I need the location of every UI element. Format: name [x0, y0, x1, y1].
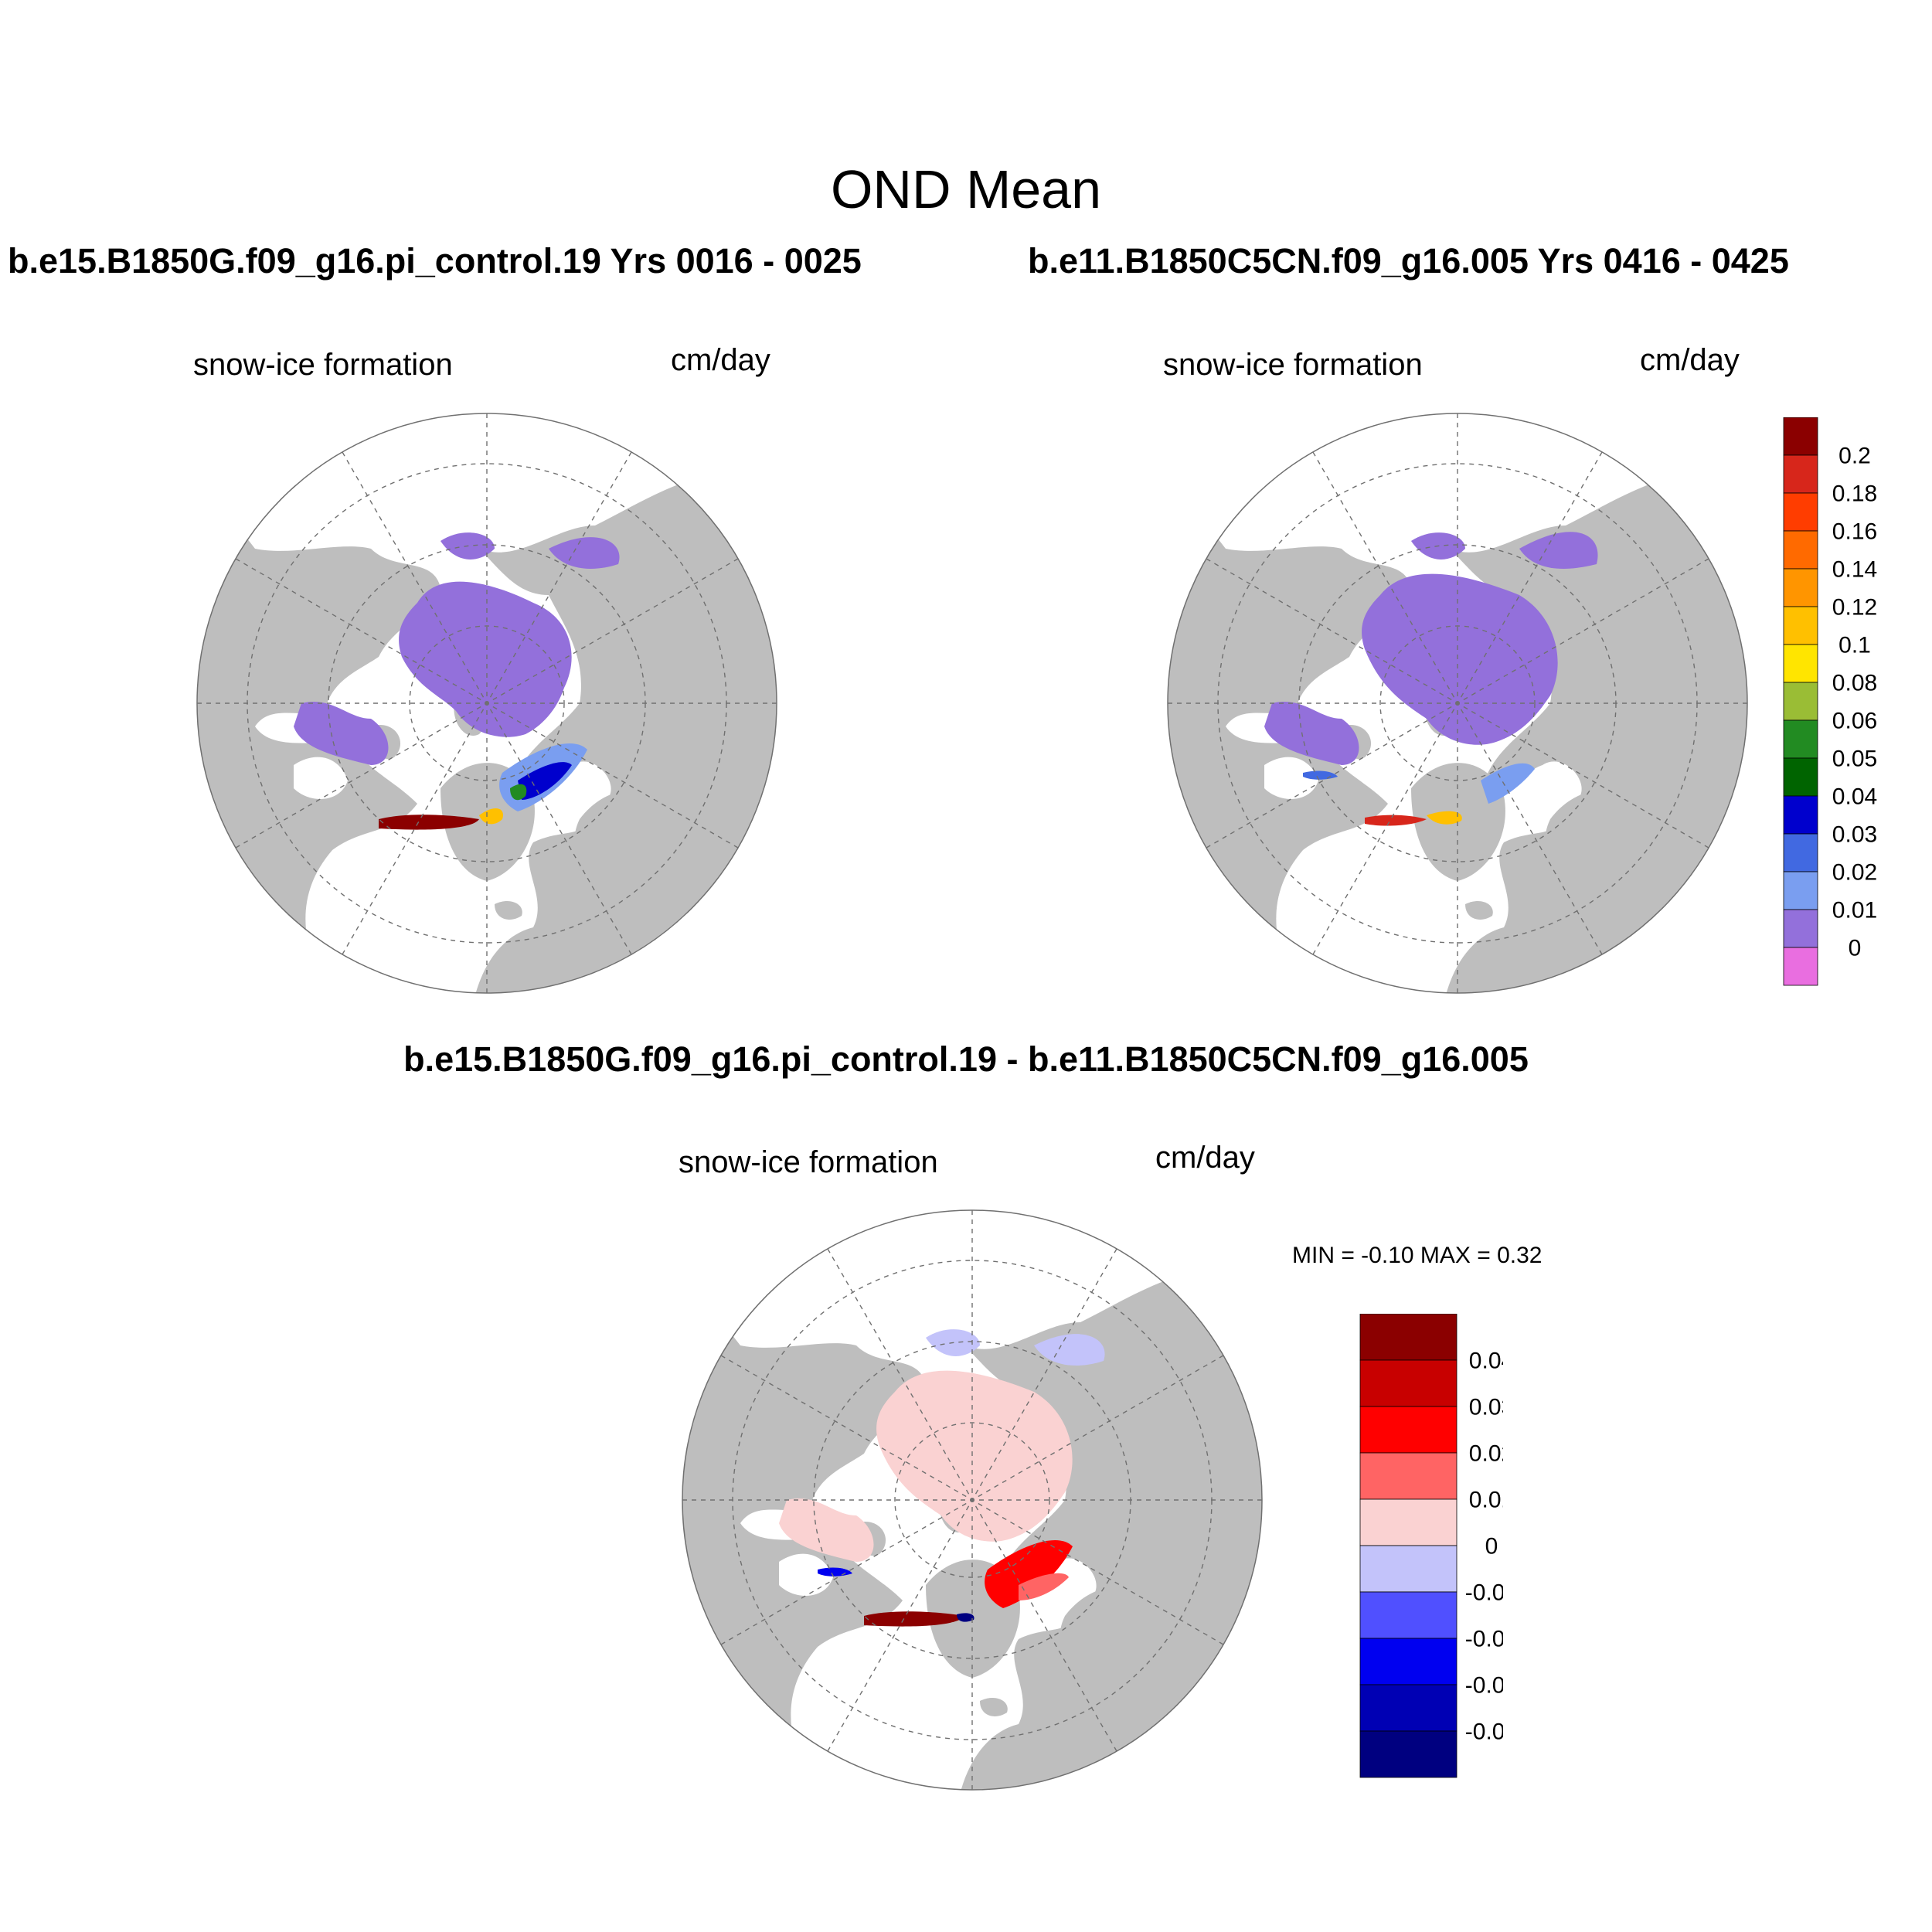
left-units-label: cm/day	[671, 343, 770, 377]
top-colorbar-tick-label: 0.16	[1832, 519, 1877, 545]
difference-panel-title: b.e15.B1850G.f09_g16.pi_control.19 - b.e…	[403, 1039, 1529, 1079]
left-variable-label: snow-ice formation	[193, 348, 453, 382]
right-ice-max	[1365, 815, 1427, 826]
diff-colorbar-swatch	[1359, 1730, 1458, 1778]
top-colorbar-tick-label: 0	[1849, 936, 1862, 961]
diff-field-atlantic-light	[1019, 1573, 1069, 1600]
diff-field-negative-okhotsk	[1034, 1334, 1105, 1366]
top-colorbar-swatch	[1783, 417, 1818, 456]
diff-colorbar-tick-label: 0.03	[1469, 1395, 1503, 1420]
right-ice-field	[1362, 573, 1558, 745]
top-colorbar: 0.2 0.18 0.16 0.14 0.12 0.1 0.08 0.06 0.05 0.04 0.…	[1783, 417, 1877, 986]
right-panel-title: b.e11.B1850C5CN.f09_g16.005 Yrs 0416 - 0…	[1028, 241, 1789, 281]
top-colorbar-tick-label: 0.14	[1832, 557, 1877, 583]
top-colorbar-tick-label: 0.05	[1832, 747, 1877, 772]
top-colorbar-tick-label: 0.1	[1838, 633, 1871, 658]
right-ice-field-baffin	[1264, 701, 1359, 765]
top-colorbar-tick-label: 0.06	[1832, 709, 1877, 734]
diff-colorbar-tick-label: 0.01	[1469, 1488, 1503, 1513]
left-ice-denmark-strait	[479, 808, 503, 825]
diff-colorbar-tick-label: -0.02	[1465, 1627, 1503, 1652]
top-colorbar-swatch	[1783, 644, 1818, 683]
diff-colorbar-swatch	[1359, 1452, 1458, 1500]
right-ice-atlantic	[1481, 763, 1535, 804]
top-colorbar-tick-label: 0.02	[1832, 860, 1877, 886]
diff-variable-label: snow-ice formation	[679, 1145, 938, 1179]
right-variable-label: snow-ice formation	[1163, 348, 1423, 382]
diff-units-label: cm/day	[1155, 1141, 1255, 1175]
diff-colorbar-swatch	[1359, 1498, 1458, 1546]
top-colorbar-tick-label: 0.03	[1832, 822, 1877, 848]
diff-colorbar-tick-label: 0.04	[1469, 1349, 1503, 1374]
top-colorbar-swatch	[1783, 947, 1818, 986]
diff-field-positive	[876, 1370, 1073, 1542]
main-title: OND Mean	[830, 159, 1102, 219]
difference-colorbar: 0.04 0.03 0.02 0.01 0 -0.01 -0.02 -0.03 -0.04	[1359, 1314, 1503, 1778]
top-colorbar-swatch	[1783, 530, 1818, 570]
top-colorbar-tick-label: 0.18	[1832, 481, 1877, 507]
top-colorbar-swatch	[1783, 682, 1818, 721]
top-colorbar-swatch	[1783, 909, 1818, 948]
top-colorbar-swatch	[1783, 871, 1818, 910]
top-colorbar-swatch	[1783, 606, 1818, 645]
top-colorbar-tick-label: 0.08	[1832, 671, 1877, 696]
top-colorbar-tick-label: 0.2	[1838, 444, 1871, 469]
diff-colorbar-swatch	[1359, 1545, 1458, 1593]
diff-colorbar-tick-label: -0.04	[1465, 1719, 1503, 1745]
top-colorbar-tick-label: 0.04	[1832, 784, 1877, 810]
diff-colorbar-swatch	[1359, 1591, 1458, 1639]
top-colorbar-tick-label: 0.01	[1832, 898, 1877, 923]
diff-colorbar-swatch	[1359, 1406, 1458, 1454]
left-polar-map	[196, 413, 777, 994]
right-ice-denmark-strait	[1427, 811, 1462, 825]
right-ice-field-okhotsk	[1519, 532, 1598, 569]
top-colorbar-swatch	[1783, 719, 1818, 759]
right-units-label: cm/day	[1640, 343, 1740, 377]
right-polar-map	[1167, 413, 1748, 994]
left-ice-field-baffin	[294, 701, 389, 765]
top-colorbar-swatch	[1783, 454, 1818, 494]
top-colorbar-swatch	[1783, 833, 1818, 872]
diff-field-baffin	[779, 1498, 874, 1562]
diff-colorbar-swatch	[1359, 1638, 1458, 1685]
min-max-readout: MIN = -0.10 MAX = 0.32	[1292, 1243, 1543, 1268]
diff-colorbar-swatch	[1359, 1684, 1458, 1732]
diff-colorbar-swatch	[1359, 1314, 1458, 1361]
left-ice-atlantic-high	[518, 762, 572, 800]
diff-colorbar-tick-label: 0	[1485, 1534, 1498, 1560]
left-ice-field	[399, 581, 572, 737]
left-panel-title: b.e15.B1850G.f09_g16.pi_control.19 Yrs 0…	[8, 241, 862, 281]
top-colorbar-swatch	[1783, 757, 1818, 797]
diff-colorbar-tick-label: -0.03	[1465, 1673, 1503, 1699]
diff-colorbar-tick-label: -0.01	[1465, 1580, 1503, 1606]
diff-field-min	[957, 1613, 975, 1622]
top-colorbar-swatch	[1783, 795, 1818, 835]
difference-polar-map	[682, 1209, 1263, 1791]
left-ice-max	[379, 815, 479, 830]
diff-field-atlantic-red	[985, 1539, 1073, 1608]
diff-field-max	[864, 1611, 964, 1627]
top-colorbar-tick-label: 0.12	[1832, 595, 1877, 621]
top-colorbar-swatch	[1783, 492, 1818, 532]
top-colorbar-swatch	[1783, 568, 1818, 607]
left-ice-field-okhotsk	[549, 537, 620, 569]
diff-colorbar-tick-label: 0.02	[1469, 1441, 1503, 1467]
diff-colorbar-swatch	[1359, 1359, 1458, 1407]
left-ice-greenland-sea	[510, 784, 527, 801]
